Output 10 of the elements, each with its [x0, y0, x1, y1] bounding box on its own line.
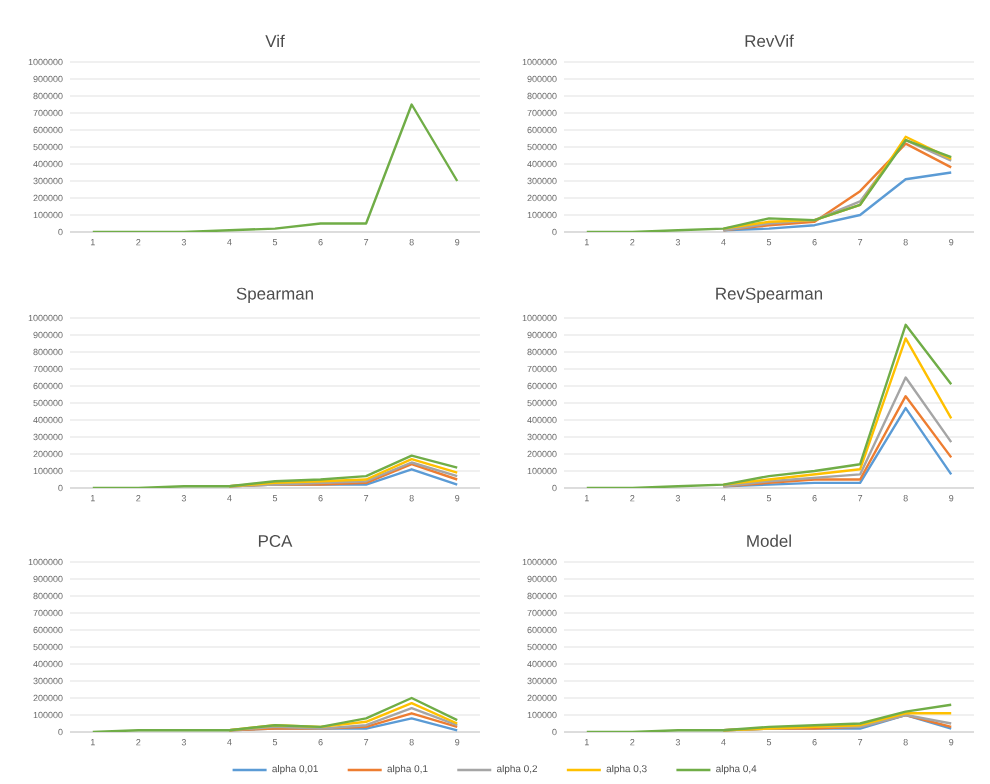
chart-title: PCA [258, 535, 293, 547]
chart-title: RevVif [745, 34, 794, 47]
chart-title: RevSpearman [716, 287, 823, 303]
line-series [585, 323, 953, 488]
line-series [91, 454, 459, 488]
chart-title: Model [747, 534, 791, 547]
chart-title: Spearman [236, 287, 313, 303]
chart-title: Vif [265, 34, 285, 47]
line-series [585, 703, 953, 732]
line-series [585, 139, 953, 232]
